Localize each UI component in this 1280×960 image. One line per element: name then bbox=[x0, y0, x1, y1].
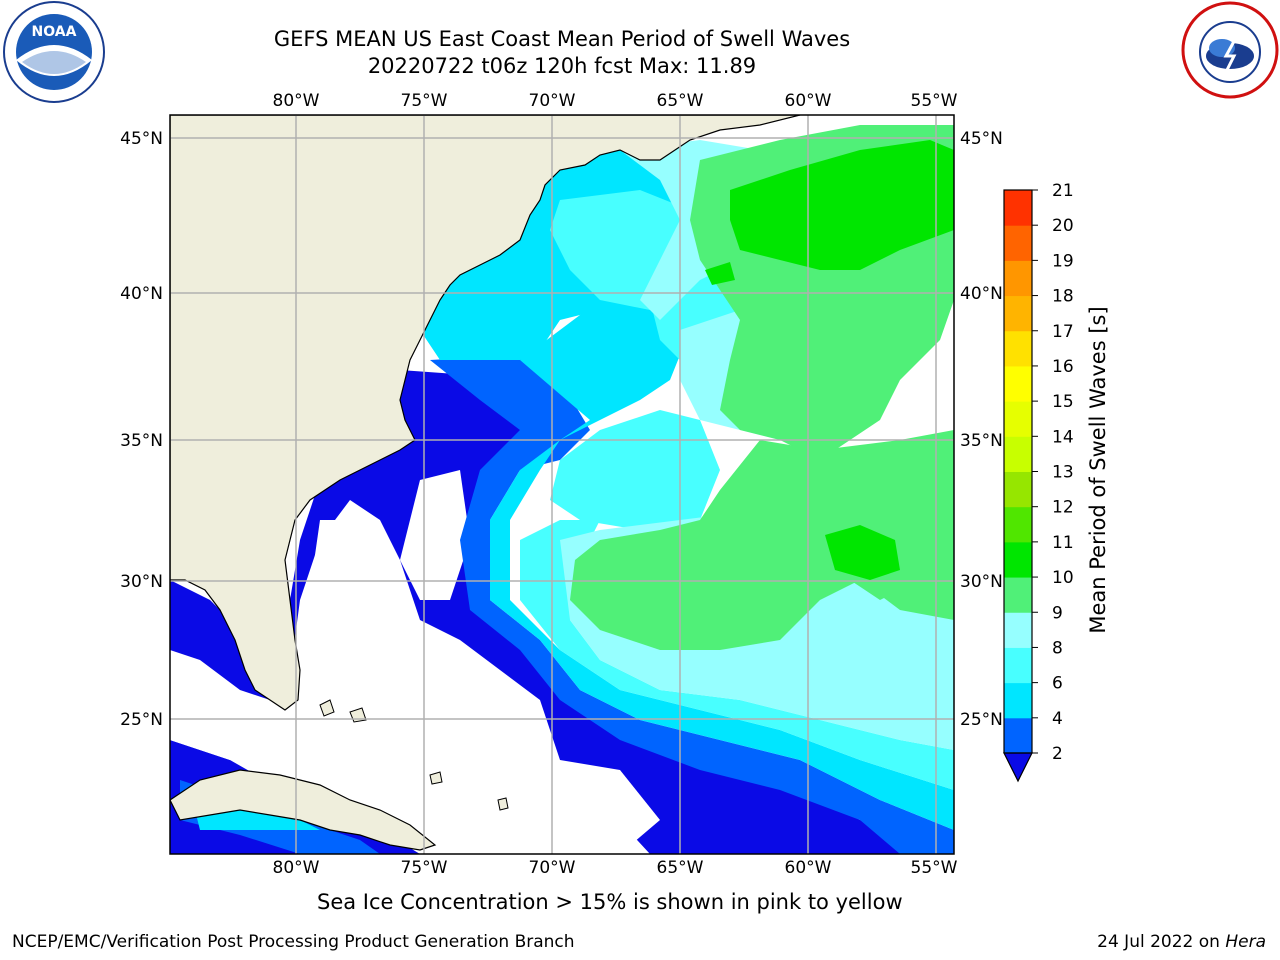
colorbar-tick-label: 6 bbox=[1052, 674, 1063, 694]
lat-label-right: 40°N bbox=[960, 284, 1003, 304]
colorbar-under-arrow bbox=[1003, 752, 1033, 783]
period-2-4-region bbox=[430, 355, 954, 854]
period-under-2-region bbox=[170, 370, 954, 854]
colorbar-segment bbox=[1004, 647, 1032, 684]
sea-ice-note: Sea Ice Concentration > 15% is shown in … bbox=[317, 890, 903, 914]
colorbar-segment bbox=[1004, 295, 1032, 332]
colorbar-segment bbox=[1004, 190, 1032, 226]
lon-label-top: 55°W bbox=[911, 91, 958, 111]
colorbar-tick-label: 13 bbox=[1052, 463, 1074, 483]
colorbar-segment bbox=[1004, 471, 1032, 508]
lat-label-right: 25°N bbox=[960, 710, 1003, 730]
lon-label-bottom: 80°W bbox=[273, 858, 320, 878]
colorbar-tick-label: 10 bbox=[1052, 568, 1074, 588]
colorbar-segment bbox=[1004, 541, 1032, 578]
lon-label-bottom: 55°W bbox=[911, 858, 958, 878]
colorbar-segment bbox=[1004, 401, 1032, 437]
lat-label-left: 45°N bbox=[120, 129, 163, 149]
colorbar-tick-label: 20 bbox=[1052, 216, 1074, 236]
colorbar-segment bbox=[1004, 436, 1032, 472]
colorbar: 2 4 6 8 9 10 11 12 13 14 15 16 17 18 19 20 21 bbox=[1003, 181, 1074, 783]
chart-title: GEFS MEAN US East Coast Mean Period of S… bbox=[273, 27, 851, 51]
noaa-logo-text: NOAA bbox=[32, 24, 77, 40]
lat-label-right: 35°N bbox=[960, 431, 1003, 451]
footer-host: Hera bbox=[1225, 932, 1266, 952]
colorbar-segment bbox=[1004, 682, 1032, 719]
colorbar-segment bbox=[1004, 717, 1032, 754]
colorbar-tick-label: 19 bbox=[1052, 251, 1074, 271]
lon-label-bottom: 60°W bbox=[785, 858, 832, 878]
colorbar-segment bbox=[1004, 612, 1032, 648]
land-cuba bbox=[170, 769, 437, 851]
footer-credit: NCEP/EMC/Verification Post Processing Pr… bbox=[12, 932, 575, 952]
colorbar-segment bbox=[1004, 260, 1032, 297]
colorbar-segment bbox=[1004, 330, 1032, 367]
lat-label-right: 30°N bbox=[960, 572, 1003, 592]
lon-label-top: 70°W bbox=[529, 91, 576, 111]
lat-label-left: 35°N bbox=[120, 431, 163, 451]
colorbar-tick-label: 11 bbox=[1052, 533, 1074, 553]
colorbar-tick-label: 4 bbox=[1052, 709, 1063, 729]
land-north-america bbox=[170, 115, 801, 711]
nws-logo bbox=[1181, 1, 1279, 99]
lon-label-top: 80°W bbox=[273, 91, 320, 111]
footer-date: 24 Jul 2022 on Hera bbox=[1097, 932, 1266, 952]
lon-label-top: 60°W bbox=[785, 91, 832, 111]
colorbar-tick-label: 17 bbox=[1052, 322, 1074, 342]
noaa-logo: NOAA bbox=[3, 1, 105, 103]
graticule bbox=[170, 115, 954, 854]
lon-label-bottom: 75°W bbox=[401, 858, 448, 878]
map-frame bbox=[169, 114, 955, 855]
footer-date-text: 24 Jul 2022 on bbox=[1097, 932, 1226, 952]
colorbar-tick-label: 21 bbox=[1052, 181, 1074, 201]
colorbar-tick-label: 8 bbox=[1052, 638, 1063, 658]
lon-label-top: 65°W bbox=[657, 91, 704, 111]
colorbar-segment bbox=[1004, 506, 1032, 543]
lon-label-bottom: 70°W bbox=[529, 858, 576, 878]
lat-label-right: 45°N bbox=[960, 129, 1003, 149]
colorbar-label: Mean Period of Swell Waves [s] bbox=[1086, 306, 1110, 634]
lat-label-left: 30°N bbox=[120, 572, 163, 592]
colorbar-tick-label: 15 bbox=[1052, 392, 1074, 412]
colorbar-segment bbox=[1004, 365, 1032, 402]
colorbar-tick-label: 12 bbox=[1052, 498, 1074, 518]
chart-subtitle: 20220722 t06z 120h fcst Max: 11.89 bbox=[367, 54, 757, 78]
colorbar-tick-label: 16 bbox=[1052, 357, 1074, 377]
colorbar-tick-label: 2 bbox=[1052, 744, 1063, 764]
colorbar-segment bbox=[1004, 225, 1032, 261]
lat-label-left: 25°N bbox=[120, 710, 163, 730]
lon-label-top: 75°W bbox=[401, 91, 448, 111]
period-10-11-region bbox=[730, 140, 954, 270]
lon-label-bottom: 65°W bbox=[657, 858, 704, 878]
lat-label-left: 40°N bbox=[120, 284, 163, 304]
colorbar-segment bbox=[1004, 577, 1032, 613]
colorbar-tick-label: 9 bbox=[1052, 603, 1063, 623]
colorbar-tick-label: 14 bbox=[1052, 427, 1074, 447]
map-fields bbox=[170, 115, 954, 854]
colorbar-tick-label: 18 bbox=[1052, 287, 1074, 307]
